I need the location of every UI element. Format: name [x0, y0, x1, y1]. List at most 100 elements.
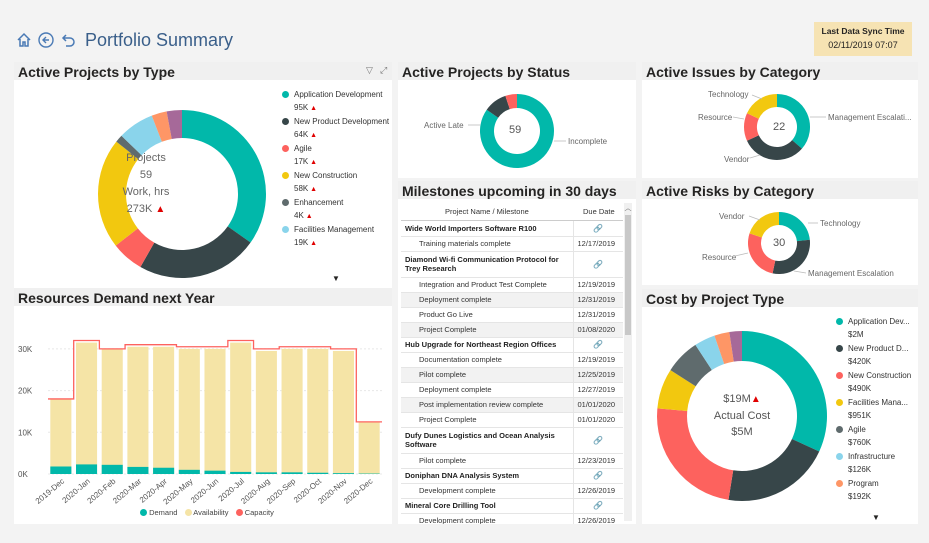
availability-bar[interactable] [230, 342, 252, 474]
legend-scroll-down-icon[interactable]: ▼ [332, 274, 340, 283]
milestone-row[interactable]: Project Complete 01/08/2020 [401, 322, 623, 338]
project-row[interactable]: Dufy Dunes Logistics and Ocean Analysis … [401, 427, 623, 454]
due-date[interactable]: 🔗 [572, 337, 623, 353]
cost-slice-2[interactable] [657, 408, 734, 500]
demand-bar[interactable] [50, 466, 72, 474]
link-icon[interactable]: 🔗 [593, 471, 604, 480]
status-slice-2[interactable] [505, 94, 517, 110]
type-slice-4[interactable] [116, 135, 142, 160]
due-date[interactable]: 🔗 [572, 427, 623, 454]
home-icon[interactable] [16, 32, 32, 48]
risks-donut[interactable] [642, 181, 918, 285]
back-icon[interactable] [38, 32, 54, 48]
availability-bar[interactable] [307, 348, 329, 474]
milestone-row[interactable]: Documentation complete 12/19/2019 [401, 352, 623, 368]
cost-legend-item[interactable]: Facilities Mana... $951K [836, 398, 911, 420]
milestone-row[interactable]: Pilot complete 12/23/2019 [401, 453, 623, 469]
scroll-up-icon[interactable]: ︿ [624, 205, 632, 212]
link-icon[interactable]: 🔗 [593, 435, 604, 445]
demand-bar[interactable] [127, 466, 149, 474]
milestone-row[interactable]: Development complete 12/26/2019 [401, 513, 623, 524]
risks-slice-0[interactable] [779, 212, 810, 242]
availability-bar[interactable] [178, 348, 200, 474]
demand-bar[interactable] [76, 464, 98, 474]
scroll-thumb[interactable] [625, 215, 631, 335]
issues-slice-2[interactable] [744, 113, 759, 141]
project-row[interactable]: Wide World Importers Software R100 🔗 [401, 221, 623, 237]
cost-slice-5[interactable] [695, 335, 725, 371]
demand-bar[interactable] [332, 473, 354, 474]
milestone-row[interactable]: Integration and Product Test Complete 12/… [401, 277, 623, 293]
risks-slice-1[interactable] [772, 239, 810, 274]
link-icon[interactable]: 🔗 [593, 259, 604, 269]
type-slice-2[interactable] [115, 228, 155, 267]
availability-bar[interactable] [358, 421, 380, 474]
cost-slice-7[interactable] [729, 331, 742, 362]
cost-slice-6[interactable] [714, 331, 734, 364]
milestone-row[interactable]: Project Complete 01/01/2020 [401, 412, 623, 428]
resources-chart[interactable]: 0K10K20K30K2019-Dec2020-Jan2020-Feb2020-… [14, 288, 392, 524]
type-legend-item[interactable]: Enhancement 4K ▲ [282, 198, 389, 220]
availability-bar[interactable] [101, 348, 123, 474]
demand-bar[interactable] [178, 469, 200, 474]
cost-legend-item[interactable]: New Product D... $420K [836, 344, 911, 366]
due-date[interactable]: 🔗 [572, 221, 623, 237]
col-due-date[interactable]: Due Date [583, 207, 615, 216]
project-row[interactable]: Hub Upgrade for Northeast Region Offices… [401, 337, 623, 353]
demand-bar[interactable] [255, 472, 277, 474]
link-icon[interactable]: 🔗 [593, 223, 604, 233]
milestone-row[interactable]: Post implementation review complete 01/01… [401, 397, 623, 413]
type-slice-3[interactable] [98, 141, 139, 246]
demand-bar[interactable] [307, 472, 329, 474]
project-row[interactable]: Mineral Core Drilling Tool 🔗 [401, 498, 623, 514]
type-legend-item[interactable]: New Product Development 64K ▲ [282, 117, 389, 139]
project-row[interactable]: Doniphan DNA Analysis System 🔗 [401, 468, 623, 484]
availability-bar[interactable] [153, 346, 175, 474]
undo-icon[interactable] [60, 32, 76, 48]
type-slice-1[interactable] [140, 226, 251, 278]
issues-donut[interactable] [642, 62, 918, 178]
risks-slice-3[interactable] [749, 212, 779, 238]
demand-bar[interactable] [204, 470, 226, 474]
issues-slice-3[interactable] [746, 94, 777, 119]
filter-icon[interactable]: ▽ [366, 65, 373, 75]
cost-donut[interactable] [642, 289, 918, 524]
milestone-row[interactable]: Deployment complete 12/31/2019 [401, 292, 623, 308]
cost-legend-item[interactable]: Infrastructure $126K [836, 452, 911, 474]
cost-slice-0[interactable] [742, 331, 827, 452]
project-row[interactable]: Diamond Wi-fi Communication Protocol for… [401, 251, 623, 278]
type-slice-5[interactable] [121, 115, 162, 156]
demand-bar[interactable] [281, 472, 303, 474]
milestone-row[interactable]: Product Go Live 12/31/2019 [401, 307, 623, 323]
due-date[interactable]: 🔗 [572, 468, 623, 484]
link-icon[interactable]: 🔗 [593, 501, 604, 510]
demand-bar[interactable] [230, 471, 252, 474]
cost-slice-3[interactable] [657, 370, 696, 412]
availability-bar[interactable] [50, 398, 72, 474]
col-project-name[interactable]: Project Name / Milestone [445, 207, 529, 216]
milestone-row[interactable]: Pilot complete 12/25/2019 [401, 367, 623, 383]
scrollbar[interactable]: ︿ [624, 203, 632, 521]
demand-bar[interactable] [101, 464, 123, 474]
type-legend-item[interactable]: Facilities Management 19K ▲ [282, 225, 389, 247]
status-slice-1[interactable] [486, 95, 510, 118]
capacity-line[interactable] [48, 339, 382, 423]
availability-bar[interactable] [127, 346, 149, 474]
availability-bar[interactable] [255, 350, 277, 474]
issues-slice-1[interactable] [746, 135, 802, 161]
cost-slice-1[interactable] [728, 438, 820, 501]
availability-bar[interactable] [76, 342, 98, 474]
due-date[interactable]: 🔗 [572, 251, 623, 278]
cost-legend-item[interactable]: New Construction $490K [836, 371, 911, 393]
milestone-row[interactable]: Development complete 12/26/2019 [401, 483, 623, 499]
type-donut[interactable] [62, 98, 266, 278]
availability-bar[interactable] [332, 350, 354, 474]
cost-legend-item[interactable]: Agile $760K [836, 425, 911, 447]
availability-bar[interactable] [204, 348, 226, 474]
type-slice-7[interactable] [166, 110, 182, 139]
type-legend-item[interactable]: Application Development 95K ▲ [282, 90, 389, 112]
demand-bar[interactable] [153, 467, 175, 474]
cost-slice-4[interactable] [670, 344, 712, 387]
link-icon[interactable]: 🔗 [593, 340, 604, 349]
availability-bar[interactable] [281, 348, 303, 474]
